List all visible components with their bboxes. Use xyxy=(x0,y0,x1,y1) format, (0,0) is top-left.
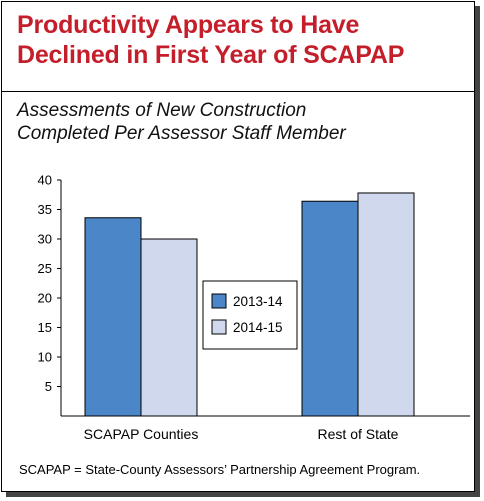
chart-subtitle-line-1: Assessments of New Construction xyxy=(17,100,307,121)
bar-scapap-counties-2013-14 xyxy=(84,217,142,417)
chart-title-line-2: Declined in First Year of SCAPAP xyxy=(17,41,405,69)
legend-swatch-2013-14 xyxy=(211,293,227,309)
category-label: SCAPAP Counties xyxy=(84,426,199,442)
title-divider xyxy=(2,91,474,92)
bar-scapap-counties-2014-15 xyxy=(140,238,198,417)
chart-title-line-1: Productivity Appears to Have xyxy=(17,11,360,39)
y-tick-label: 10 xyxy=(38,350,52,365)
y-tick-label: 20 xyxy=(38,291,52,306)
bar-chart: SCAPAP Counties Rest of State 5 10 15 20 25 30 3… xyxy=(38,173,470,442)
chart-card: Productivity Appears to Have Declined in… xyxy=(1,1,475,492)
y-tick-label: 15 xyxy=(38,320,52,335)
chart-subtitle-line-2: Completed Per Assessor Staff Member xyxy=(17,123,346,144)
legend-label-2013-14: 2013-14 xyxy=(233,294,283,309)
y-tick-label: 40 xyxy=(38,173,52,188)
bar-rest-of-state-2013-14 xyxy=(301,200,359,417)
legend-swatch-2014-15 xyxy=(211,319,227,335)
y-tick-label: 5 xyxy=(45,379,52,394)
legend-label-2014-15: 2014-15 xyxy=(233,320,283,335)
category-label: Rest of State xyxy=(318,426,399,442)
chart-subtitle: Assessments of New Construction Complete… xyxy=(17,99,467,145)
footnote: SCAPAP = State-County Assessors’ Partner… xyxy=(19,462,421,477)
y-tick-label: 30 xyxy=(38,232,52,247)
legend-box xyxy=(202,280,298,350)
y-tick-label: 35 xyxy=(38,202,52,217)
bar-rest-of-state-2014-15 xyxy=(357,192,415,417)
y-tick-label: 25 xyxy=(38,261,52,276)
chart-title: Productivity Appears to Have Declined in… xyxy=(17,10,467,70)
